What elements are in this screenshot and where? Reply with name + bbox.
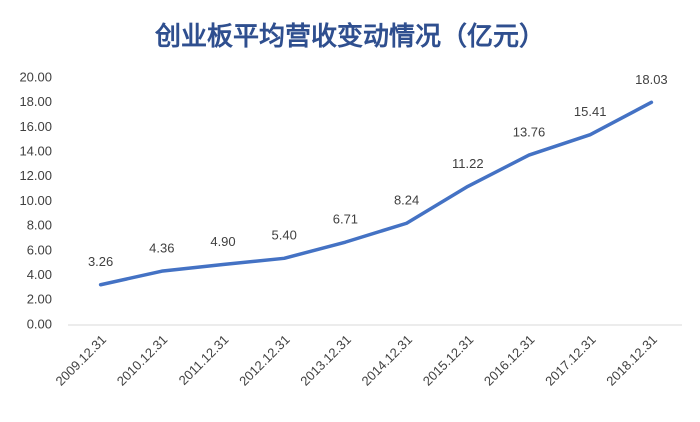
y-tick-label: 4.00 [27,267,52,282]
data-label: 11.22 [452,156,484,171]
x-tick-label: 2015.12.31 [420,332,477,389]
x-tick-label: 2014.12.31 [359,332,416,389]
line [98,100,654,287]
y-tick-label: 12.00 [19,168,52,183]
x-tick-label: 2010.12.31 [114,332,171,389]
x-tick-label: 2011.12.31 [176,332,232,388]
y-tick-label: 0.00 [27,316,52,331]
x-tick-label: 2009.12.31 [53,332,110,389]
x-tick-label: 2012.12.31 [236,332,293,389]
data-label: 4.90 [210,234,235,249]
x-tick-label: 2013.12.31 [297,332,354,389]
x-tick-label: 2016.12.31 [481,332,538,389]
data-label: 6.71 [333,212,358,227]
y-tick-label: 20.00 [19,69,52,84]
y-tick-label: 10.00 [19,193,52,208]
data-label: 4.36 [149,241,174,256]
y-tick-label: 2.00 [27,292,52,307]
y-tick-label: 8.00 [27,218,52,233]
data-label: 3.26 [88,254,113,269]
data-label: 5.40 [272,228,297,243]
data-label: 13.76 [513,125,546,140]
data-label: 15.41 [574,104,607,119]
data-label: 18.03 [635,72,668,87]
data-label: 8.24 [394,193,419,208]
x-tick-label: 2017.12.31 [542,332,599,389]
chart-title: 创业板平均营收变动情况（亿元） [154,21,545,52]
y-tick-label: 6.00 [27,242,52,257]
y-tick-label: 16.00 [19,119,52,134]
y-tick-label: 18.00 [19,94,52,109]
x-tick-label: 2018.12.31 [603,332,660,389]
y-tick-label: 14.00 [19,144,52,159]
